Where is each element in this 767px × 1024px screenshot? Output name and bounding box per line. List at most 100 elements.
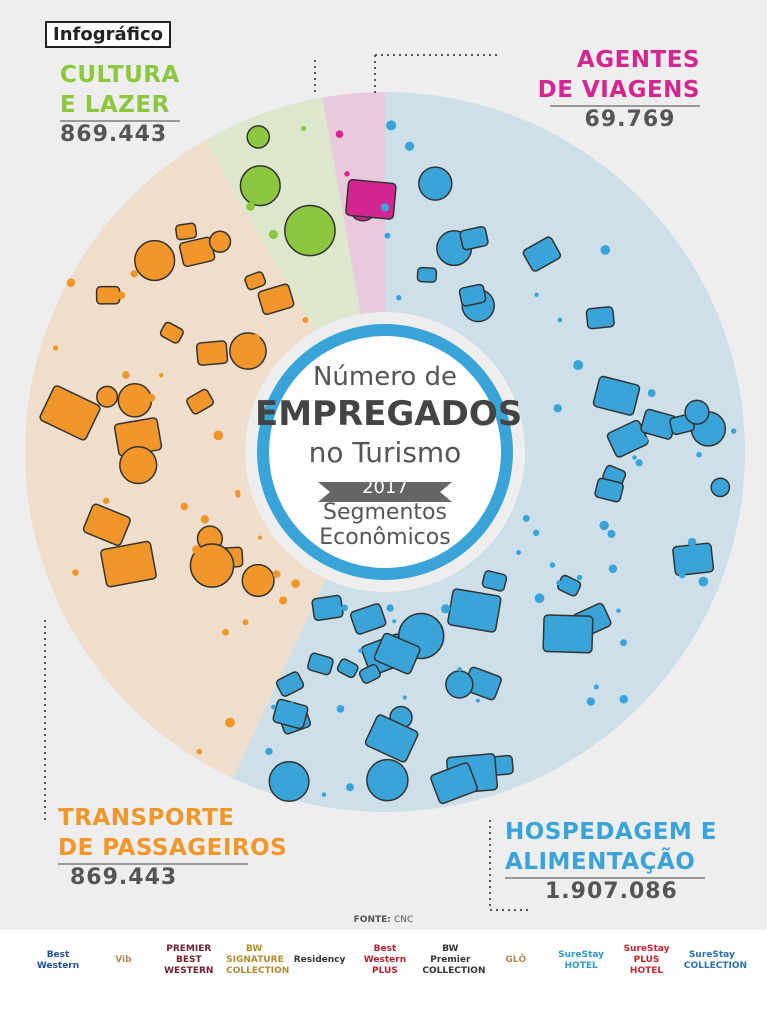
dot bbox=[321, 792, 327, 797]
dot bbox=[687, 537, 697, 547]
dot bbox=[266, 574, 271, 580]
dot bbox=[235, 492, 241, 498]
doodle bbox=[445, 670, 474, 699]
dot bbox=[345, 783, 354, 792]
dot bbox=[252, 333, 260, 341]
rule bbox=[505, 877, 705, 879]
logo: Best Western bbox=[36, 949, 80, 971]
doodle bbox=[119, 445, 158, 485]
dot bbox=[180, 502, 188, 511]
segment-value: 69.769 bbox=[584, 107, 676, 132]
dot bbox=[384, 232, 391, 239]
dot bbox=[159, 372, 164, 378]
dot bbox=[476, 620, 485, 629]
dot bbox=[335, 130, 344, 139]
logo: SureStay COLLECTION bbox=[683, 949, 748, 971]
doodle bbox=[186, 388, 214, 415]
dot bbox=[573, 360, 584, 371]
doodle bbox=[366, 758, 409, 802]
dot bbox=[225, 717, 235, 728]
center-line: Segmentos bbox=[323, 500, 447, 525]
segment-title: TRANSPORTE bbox=[58, 805, 235, 831]
dot bbox=[632, 455, 637, 460]
dot bbox=[380, 203, 390, 212]
doodle bbox=[195, 340, 229, 366]
dot bbox=[271, 704, 276, 710]
segment-block: CULTURA E LAZER 869.443 bbox=[60, 60, 180, 147]
doodle bbox=[95, 285, 121, 305]
dot bbox=[358, 648, 363, 653]
doodle bbox=[349, 603, 387, 635]
doodle bbox=[684, 399, 710, 425]
dot bbox=[516, 550, 522, 555]
logo: PREMIER BEST WESTERN bbox=[164, 944, 214, 976]
dot bbox=[647, 389, 656, 398]
footer bbox=[0, 930, 767, 1024]
dot bbox=[102, 497, 110, 504]
dot bbox=[259, 294, 265, 300]
dot bbox=[534, 593, 545, 604]
dot bbox=[279, 596, 288, 605]
segment-block: AGENTES DE VIAGENS 69.769 bbox=[520, 45, 700, 132]
segment-title: DE PASSAGEIROS bbox=[58, 835, 288, 861]
dot bbox=[586, 697, 596, 706]
dot bbox=[452, 236, 459, 243]
doodle bbox=[592, 375, 641, 416]
dot bbox=[534, 292, 539, 297]
logo: Best Western PLUS bbox=[363, 944, 407, 976]
logo: Residency bbox=[293, 955, 346, 965]
center-year: 2017 bbox=[362, 477, 408, 498]
dot bbox=[52, 345, 59, 351]
dot bbox=[386, 604, 394, 612]
dot bbox=[678, 571, 686, 579]
dot bbox=[595, 390, 605, 400]
doodles bbox=[39, 120, 737, 805]
dot bbox=[522, 514, 530, 522]
doodle bbox=[585, 306, 615, 330]
doodle bbox=[239, 165, 281, 207]
logo: GLŌ bbox=[505, 955, 527, 965]
dot bbox=[344, 171, 350, 177]
doodle bbox=[418, 166, 453, 201]
doodle bbox=[241, 563, 275, 598]
dot bbox=[640, 436, 649, 444]
dot bbox=[117, 291, 126, 300]
dot bbox=[301, 125, 307, 131]
source: FONTE: CNC bbox=[0, 915, 767, 925]
doodle bbox=[459, 225, 489, 251]
dot bbox=[557, 317, 563, 323]
dot bbox=[477, 235, 483, 242]
doodle bbox=[284, 204, 336, 257]
dot bbox=[698, 576, 709, 587]
doodle bbox=[275, 671, 305, 697]
dot bbox=[396, 295, 402, 301]
doodle bbox=[358, 663, 381, 684]
center-line: no Turismo bbox=[308, 436, 462, 469]
doodle bbox=[345, 178, 397, 220]
doodle bbox=[336, 658, 359, 679]
doodle bbox=[82, 503, 131, 546]
dot bbox=[556, 580, 562, 586]
doodle bbox=[373, 632, 421, 675]
rule bbox=[60, 120, 180, 122]
doodle bbox=[268, 760, 310, 803]
doodle bbox=[208, 230, 232, 253]
logo-row: Best Western Vib PREMIER BEST WESTERN BW SI… bbox=[30, 944, 748, 977]
dot bbox=[635, 459, 643, 467]
dot bbox=[576, 574, 583, 581]
dot bbox=[341, 604, 348, 612]
center-line: Econômicos bbox=[319, 525, 451, 550]
dot bbox=[265, 747, 273, 756]
doodle bbox=[175, 222, 198, 241]
dot bbox=[122, 371, 130, 379]
doodle bbox=[416, 266, 438, 283]
doodle bbox=[246, 125, 271, 149]
illustration bbox=[25, 54, 746, 911]
doodle bbox=[100, 540, 157, 588]
doodle bbox=[542, 614, 594, 654]
segment-block: HOSPEDAGEM E ALIMENTAÇÃO 1.907.086 bbox=[505, 817, 717, 904]
dot bbox=[620, 639, 627, 647]
dot bbox=[392, 619, 397, 624]
dot bbox=[130, 270, 138, 278]
doodle bbox=[229, 332, 267, 370]
